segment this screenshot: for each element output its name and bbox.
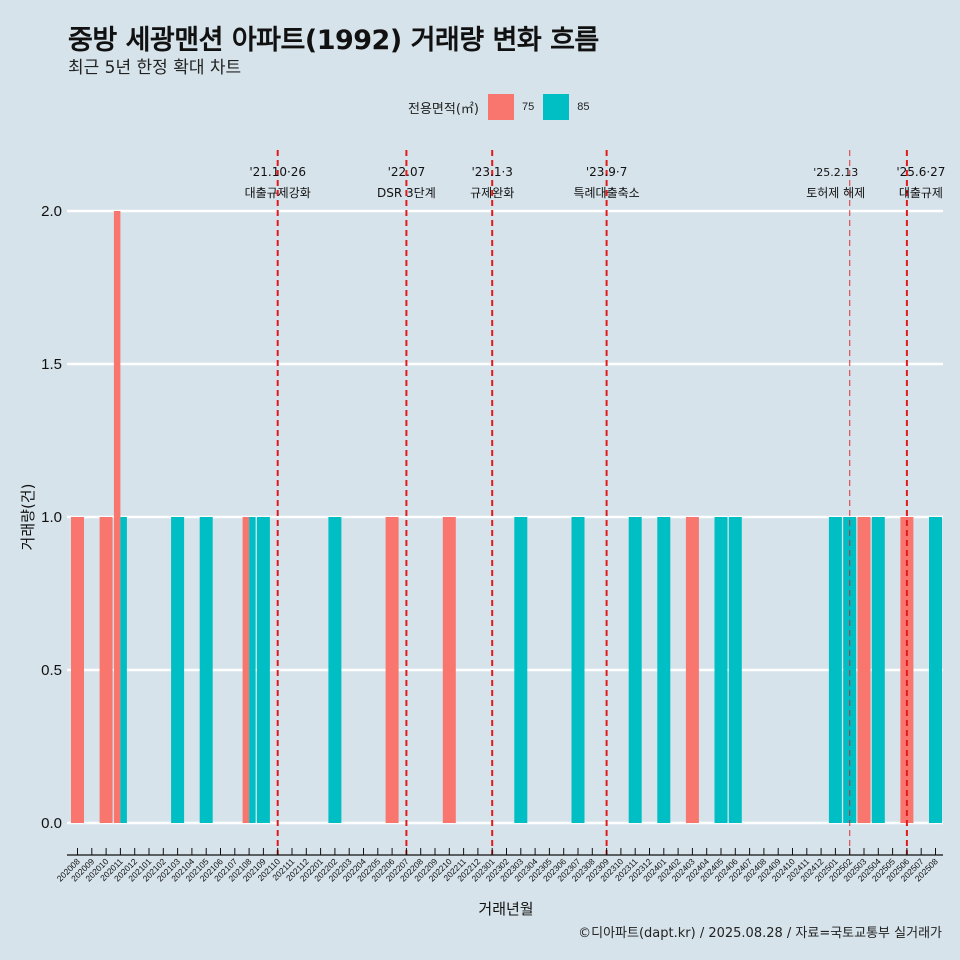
bar-85-202405 [714, 517, 728, 823]
bar-85-202311 [628, 517, 642, 823]
bar-85-202108 [249, 517, 256, 823]
chart-title: 중방 세광맨션 아파트(1992) 거래량 변화 흐름 [68, 25, 599, 56]
legend-key-85 [543, 94, 570, 120]
source-caption: ©디아파트(dapt.kr) / 2025.08.28 / 자료=국토교통부 실… [578, 926, 942, 941]
bar-85-202109 [256, 517, 270, 823]
x-axis: 2020082020092020102020112020122021012021… [55, 848, 943, 883]
event-date: '22.07 [388, 165, 426, 179]
bar-75-202210 [442, 517, 456, 823]
bar-75-202008 [71, 517, 84, 823]
event-label: 대출규제강화 [245, 186, 311, 200]
event-lines: '21.10·26 대출규제강화 '22.07 DSR 3단계 '23.1·3 규제완화 '… [245, 150, 945, 855]
y-tick-label: 1.0 [41, 509, 62, 526]
chart-subtitle: 최근 5년 한정 확대 차트 [68, 58, 242, 78]
bar-85-202307 [571, 517, 585, 823]
bar-85-202202 [328, 517, 342, 823]
y-axis-title: 거래량(건) [19, 484, 37, 551]
event-label: 토허제 해제 [806, 186, 865, 200]
bar-75-202403 [685, 517, 699, 823]
bar-85-202105 [199, 517, 213, 823]
x-axis-title: 거래년월 [478, 900, 533, 918]
legend-label-85: 85 [577, 101, 590, 113]
event-date: '25.2.13 [813, 166, 858, 179]
event-label: 대출규제 [899, 186, 943, 200]
event-date: '25.6·27 [896, 165, 945, 179]
event-date: '23.9·7 [586, 165, 627, 179]
legend-label-75: 75 [521, 101, 535, 113]
bar-85-202011 [120, 517, 127, 823]
bar-85-202406 [728, 517, 742, 823]
legend-title: 전용면적(㎡) [408, 101, 479, 117]
bars [71, 211, 942, 823]
y-axis: 0.0 0.5 1.0 1.5 2.0 [41, 203, 62, 832]
bar-85-202103 [171, 517, 185, 823]
y-tick-label: 0.5 [41, 662, 62, 679]
bar-75-202108 [242, 517, 250, 823]
event-date: '21.10·26 [249, 165, 306, 179]
bar-85-202303 [514, 517, 528, 823]
bar-75-202010 [99, 517, 113, 823]
event-date: '23.1·3 [471, 165, 512, 179]
bar-75-202503 [857, 517, 871, 823]
bar-75-202011 [113, 211, 121, 823]
y-tick-label: 0.0 [41, 815, 62, 832]
gridlines [67, 209, 943, 825]
bar-85-202401 [657, 517, 671, 823]
bar-85-202504 [871, 517, 885, 823]
bar-75-202206 [385, 517, 399, 823]
bar-85-202508 [929, 517, 942, 823]
legend-key-75 [487, 94, 514, 120]
bar-85-202501 [828, 517, 842, 823]
legend: 전용면적(㎡) 75 85 [408, 93, 598, 121]
y-tick-label: 2.0 [41, 203, 62, 220]
event-label: 규제완화 [470, 186, 514, 200]
event-label: DSR 3단계 [377, 186, 436, 200]
event-label: 특례대출축소 [573, 186, 639, 200]
y-tick-label: 1.5 [41, 356, 62, 373]
